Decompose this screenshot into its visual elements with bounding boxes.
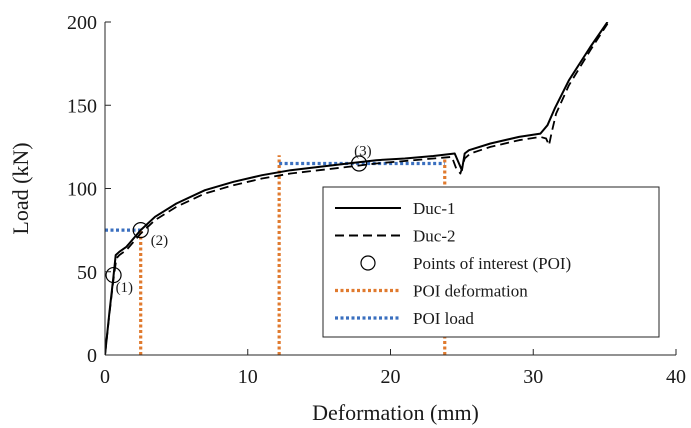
y-tick-label-2: 100 [67, 179, 97, 201]
poi-label-2: (2) [151, 233, 169, 249]
axes: 0 10 20 30 40 0 50 100 150 200 Deformation (mm) Loa… [8, 12, 686, 425]
y-axis-label: Load (kN) [8, 142, 33, 234]
y-tick-label-1: 50 [77, 262, 97, 284]
y-tick-label-4: 200 [67, 12, 97, 34]
legend-label-1: Duc-2 [413, 227, 455, 246]
legend-label-3: POI deformation [413, 282, 528, 301]
poi-marker-1 [105, 266, 122, 284]
series-line-duc-2 [105, 23, 609, 355]
poi-label-1: (1) [116, 280, 134, 296]
poi-label-3: (3) [354, 144, 372, 160]
series-line-duc-1 [105, 22, 609, 355]
x-tick-label-0: 0 [100, 366, 110, 388]
poi-marker-2 [132, 222, 149, 239]
x-tick-label-1: 10 [238, 366, 258, 388]
legend-swatch-2 [360, 255, 376, 271]
x-tick-label-2: 20 [381, 366, 401, 388]
x-axis-label: Deformation (mm) [312, 400, 479, 425]
y-tick-label-0: 0 [87, 345, 97, 367]
y-tick-label-3: 150 [67, 95, 97, 117]
legend-label-2: Points of interest (POI) [413, 254, 571, 273]
legend-label-4: POI load [413, 309, 474, 328]
legend: Duc-1 Duc-2 Points of interest (POI) POI de… [322, 186, 660, 338]
legend-label-0: Duc-1 [413, 199, 455, 218]
legend-box [322, 186, 660, 338]
x-tick-label-4: 40 [666, 366, 686, 388]
poi-marker-3 [350, 155, 368, 172]
plot-area: (1) (2) (3) [105, 22, 609, 355]
x-tick-label-3: 30 [523, 366, 543, 388]
